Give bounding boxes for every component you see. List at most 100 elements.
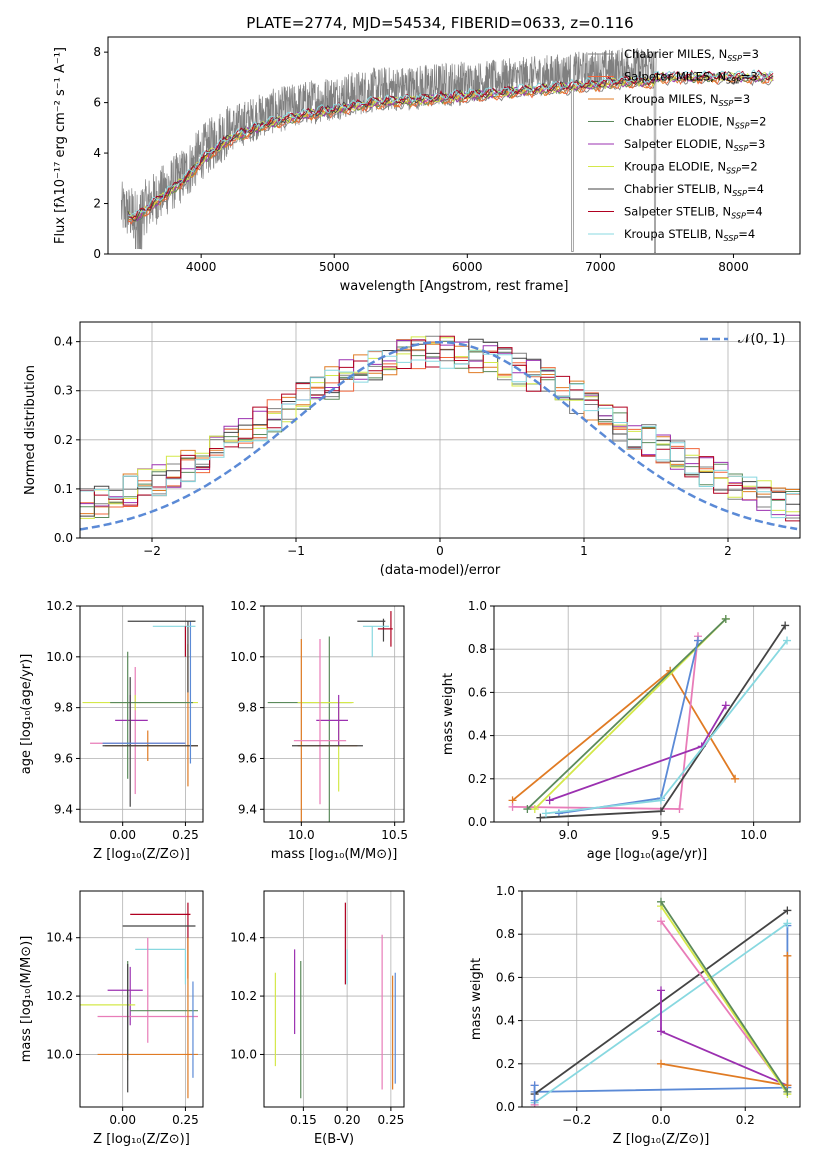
weight-point-marker (541, 809, 550, 818)
model-spectrum-line (127, 69, 774, 217)
x-tick-label: 0 (436, 544, 444, 558)
y-tick-label: 0.4 (468, 729, 487, 743)
y-tick-label: 10.0 (230, 1047, 257, 1061)
y-axis-label: Flux [fλ10⁻¹⁷ erg cm⁻² s⁻¹ A⁻¹] (53, 47, 68, 244)
axes-frame (263, 890, 405, 1108)
y-tick-label: 0.6 (468, 685, 487, 699)
x-tick-label: 5000 (319, 260, 350, 274)
x-tick-label: 0.0 (651, 1113, 670, 1127)
x-tick-label: 4000 (186, 260, 217, 274)
y-tick-label: 0.8 (468, 642, 487, 656)
y-tick-label: 9.6 (54, 751, 73, 765)
x-tick-label: 7000 (585, 260, 616, 274)
x-axis-label: E(B-V) (314, 1132, 354, 1147)
weight-vs-metallicity-panel: −0.2 0.0 0.2 0.0 0.2 0.4 0.6 0.8 1.0 Z [log₁₀(Z/Z… (469, 884, 801, 1147)
x-tick-label: 10.0 (288, 828, 315, 842)
y-tick-label: 10.2 (230, 989, 257, 1003)
x-tick-label: −1 (287, 544, 305, 558)
x-tick-label: 6000 (452, 260, 483, 274)
y-tick-label: 6 (93, 96, 101, 110)
axes-frame (263, 605, 405, 823)
weight-series-line (526, 618, 727, 810)
y-tick-label: 9.4 (54, 802, 73, 816)
weight-point-marker (731, 774, 740, 783)
model-spectrum-line (127, 71, 774, 222)
x-tick-label: 9.5 (651, 828, 670, 842)
y-axis-label: mass [log₁₀(M/M⊙)] (19, 936, 34, 1063)
y-tick-label: 10.2 (46, 989, 73, 1003)
y-tick-label: 9.6 (238, 751, 257, 765)
weight-series-line (660, 901, 789, 1093)
legend-label: Kroupa STELIB, NSSP=4 (624, 227, 755, 243)
plot-area (80, 902, 198, 1099)
figure-title: PLATE=2774, MJD=54534, FIBERID=0633, z=0… (246, 14, 633, 32)
plot-area (508, 614, 792, 822)
weight-point-marker (783, 951, 792, 960)
weight-point-marker (721, 614, 730, 623)
y-tick-label: 1.0 (496, 884, 515, 898)
y-tick-label: 0.6 (496, 970, 515, 984)
y-tick-label: 0.1 (54, 482, 73, 496)
weight-point-marker (657, 917, 665, 926)
axes-frame (107, 36, 801, 255)
observed-spectrum-line (120, 47, 657, 254)
axes-frame (79, 605, 204, 823)
axes-frame (493, 605, 801, 823)
plot-area (80, 335, 800, 538)
weight-point-marker (523, 805, 532, 814)
y-tick-label: 2 (93, 197, 101, 211)
y-tick-label: 10.2 (46, 599, 73, 613)
normal-curve-line (80, 340, 798, 531)
x-tick-label: 0.25 (172, 828, 199, 842)
x-axis-label: mass [log₁₀(M/M⊙)] (271, 847, 398, 862)
x-tick-label: 9.0 (559, 828, 578, 842)
y-tick-label: 9.8 (54, 701, 73, 715)
plot-area (267, 611, 393, 822)
x-axis-label: wavelength [Angstrom, rest frame] (340, 279, 569, 294)
x-tick-label: 2 (724, 544, 732, 558)
model-spectrum-line (127, 74, 774, 225)
plot-area (82, 620, 198, 807)
y-tick-label: 9.8 (238, 701, 257, 715)
weight-point-marker (721, 701, 730, 710)
weight-series-line (660, 905, 789, 1095)
x-axis-label: (data-model)/error (380, 563, 501, 578)
legend-label: Kroupa ELODIE, NSSP=2 (624, 160, 758, 176)
weight-point-marker (545, 796, 554, 805)
weight-point-marker (656, 796, 665, 805)
weight-series-line (660, 990, 788, 1087)
y-tick-label: 0.4 (496, 1014, 515, 1028)
weight-series-line (512, 636, 699, 810)
y-tick-label: 0.0 (496, 1100, 515, 1114)
weight-point-marker (530, 805, 539, 814)
legend-label: Chabrier ELODIE, NSSP=2 (624, 115, 766, 131)
weight-point-marker (783, 919, 792, 928)
weight-point-marker (536, 813, 545, 822)
model-spectrum-line (127, 73, 774, 221)
weight-vs-age-panel: 9.0 9.5 10.0 0.0 0.2 0.4 0.6 0.8 1.0 age [log₁₀(a… (441, 599, 801, 862)
y-tick-label: 10.2 (230, 599, 257, 613)
legend-label: 𝒩(0, 1) (738, 332, 785, 347)
y-tick-label: 8 (93, 45, 101, 59)
mass-vs-ebv-panel: 0.15 0.20 0.25 10.0 10.4 10.2 E(B-V) (230, 890, 405, 1147)
y-tick-label: 0.2 (54, 433, 73, 447)
y-axis-label: age [log₁₀(age/yr)] (19, 654, 34, 775)
residual-histogram-series (80, 350, 800, 538)
y-tick-label: 10.0 (46, 650, 73, 664)
weight-point-marker (530, 1096, 539, 1105)
weight-point-marker (657, 986, 665, 995)
weight-point-marker (694, 636, 702, 645)
y-tick-label: 0.3 (54, 384, 73, 398)
x-tick-label: −0.2 (562, 1113, 591, 1127)
weight-point-marker (657, 1059, 665, 1068)
legend-label: Kroupa MILES, NSSP=3 (624, 92, 750, 108)
x-tick-label: 0.00 (109, 1113, 136, 1127)
y-tick-label: 9.4 (238, 802, 257, 816)
x-tick-label: 0.2 (736, 1113, 755, 1127)
x-axis-label: age [log₁₀(age/yr)] (587, 847, 708, 862)
y-axis-label: mass weight (469, 958, 484, 1040)
legend-label: Salpeter STELIB, NSSP=4 (624, 205, 763, 221)
y-tick-label: 0.0 (54, 531, 73, 545)
x-tick-label: −2 (143, 544, 161, 558)
x-axis-label: Z [log₁₀(Z/Z⊙)] (613, 1132, 710, 1147)
